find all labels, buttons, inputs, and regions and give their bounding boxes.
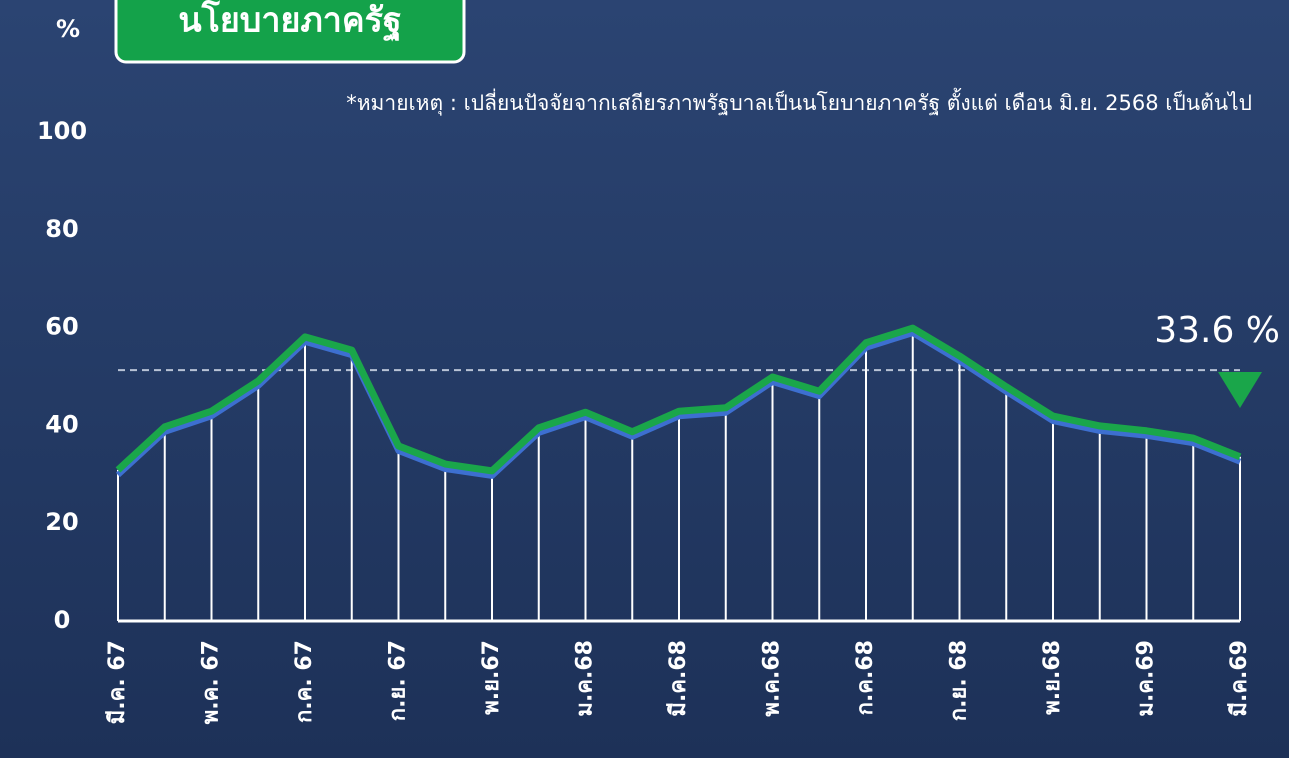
x-tick-label: มี.ค.68 bbox=[666, 640, 691, 717]
x-tick-label: พ.ย.67 bbox=[479, 640, 504, 715]
x-tick-label: ก.ย. 68 bbox=[947, 640, 972, 721]
y-tick-label: 100 bbox=[37, 117, 87, 145]
chart: นโยบายภาครัฐ % *หมายเหตุ : เปลี่ยนปัจจัย… bbox=[0, 0, 1289, 758]
x-tick-label: ม.ค.69 bbox=[1134, 640, 1159, 717]
y-tick-label: 0 bbox=[54, 606, 71, 634]
x-tick-label: พ.ย.68 bbox=[1040, 640, 1065, 715]
x-tick-label: มี.ค. 67 bbox=[105, 640, 130, 724]
x-tick-label: พ.ค. 67 bbox=[199, 640, 224, 724]
x-tick-label: ก.ย. 67 bbox=[386, 640, 411, 721]
x-tick-label: ก.ค. 67 bbox=[292, 640, 317, 723]
y-tick-label: 40 bbox=[45, 410, 78, 438]
y-tick-label: 60 bbox=[45, 313, 78, 341]
x-tick-label: ก.ค.68 bbox=[853, 640, 878, 715]
chart-title: นโยบายภาครัฐ bbox=[178, 0, 401, 43]
y-axis-label: % bbox=[56, 15, 80, 43]
x-tick-label: ม.ค.68 bbox=[573, 640, 598, 717]
annotation: 33.6 % bbox=[1154, 310, 1280, 351]
y-tick-label: 80 bbox=[45, 215, 78, 243]
y-tick-label: 20 bbox=[45, 508, 78, 536]
x-tick-label: มี.ค.69 bbox=[1227, 640, 1252, 717]
note: *หมายเหตุ : เปลี่ยนปัจจัยจากเสถียรภาพรัฐ… bbox=[346, 88, 1252, 116]
x-tick-label: พ.ค.68 bbox=[760, 640, 785, 717]
